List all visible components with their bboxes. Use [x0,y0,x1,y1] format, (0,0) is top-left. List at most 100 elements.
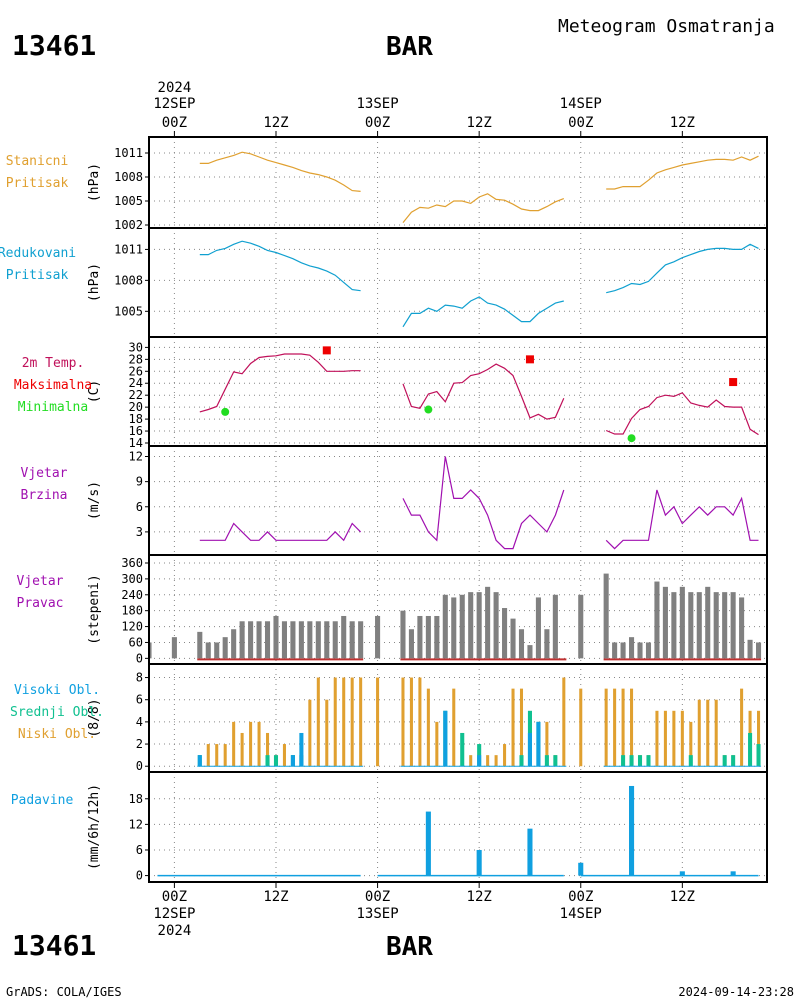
bottom-time-tick-label: 00Z [568,889,593,905]
wind-direction-bar [248,621,254,659]
cloud-bar [706,699,710,767]
top-time-tick-label: 00Z [162,115,187,131]
precip-bar [679,871,685,876]
footer-credit: GrADS: COLA/IGES [6,985,122,999]
panel-frame [148,336,768,447]
wind-direction-bar [654,581,660,659]
y-tick-label: 6 [136,693,143,707]
wind-direction-bar [298,621,304,659]
cloud-bar [697,699,701,767]
bottom-time-tick-label: 12Z [467,889,492,905]
panel-label: Pritisak [6,176,69,191]
cloud-bar [325,699,329,767]
y-tick-label: 1002 [114,218,143,232]
y-tick-label: 1011 [114,146,143,160]
wind-direction-bar [535,597,541,659]
panel-label: Srednji Obl. [10,705,104,720]
cloud-bar [257,721,261,767]
series-line [606,155,759,190]
wind-direction-bar [578,594,584,659]
y-tick-label: 20 [129,400,143,414]
bottom-date-label: 12SEP [153,906,195,922]
wind-direction-bar [324,621,330,659]
wind-direction-bar [459,594,465,659]
cloud-bar [265,755,270,767]
wind-direction-bar [264,621,271,659]
y-axis-title: (m/s) [87,481,102,520]
cloud-bar [621,755,626,767]
wind-direction-bar [281,621,287,659]
wind-direction-bar [485,586,491,659]
series-line [199,151,361,192]
panel-frame [148,136,768,229]
cloud-bar [469,755,473,767]
wind-direction-bar [671,592,677,659]
y-tick-label: 360 [121,556,143,570]
y-tick-label: 12 [129,817,143,831]
cloud-bar [757,710,761,767]
precip-bar [629,785,635,876]
series-line [606,243,759,294]
wind-direction-bar [739,597,745,659]
cloud-bar [273,755,279,767]
wind-direction-bar [273,615,279,659]
y-tick-label: 12 [129,450,143,464]
wind-direction-bar [468,592,474,659]
wind-direction-bar [205,642,211,659]
header-station-name: BAR [386,32,433,62]
bottom-time-tick-label: 00Z [162,889,187,905]
y-tick-label: 300 [121,572,143,586]
wind-direction-bar [510,618,516,659]
cloud-bar [223,744,227,767]
cloud-bar [621,688,625,767]
panel-label: Padavine [11,793,74,808]
cloud-bar [629,755,634,767]
cloud-bar [359,677,363,767]
wind-direction-bar [149,642,152,659]
y-tick-label: 6 [136,500,143,514]
y-tick-label: 6 [136,843,143,857]
cloud-bar [265,732,270,767]
cloud-bar [613,688,617,767]
y-axis-title: (hPa) [87,263,102,302]
cloud-bar [206,744,210,767]
wind-direction-bar [713,592,719,659]
max-temp-marker [322,346,331,355]
top-date-label: 13SEP [356,96,398,112]
cloud-bar [714,699,718,767]
y-tick-label: 1008 [114,170,143,184]
wind-direction-bar [341,615,347,659]
wind-direction-bar [425,615,431,659]
wind-direction-bar [722,592,728,659]
cloud-bar [604,688,608,767]
cloud-bar [350,677,354,767]
cloud-bar [477,755,482,767]
y-tick-label: 16 [129,424,143,438]
cloud-bar [477,744,482,767]
panel-frame [148,771,768,883]
wind-direction-bar [544,629,550,659]
y-tick-label: 3 [136,525,143,539]
y-tick-label: 14 [129,436,143,450]
wind-direction-bar [400,610,406,659]
wind-direction-bar [197,631,203,659]
bottom-time-tick-label: 12Z [670,889,695,905]
cloud-bar [519,688,524,767]
y-tick-label: 9 [136,475,143,489]
wind-direction-bar [408,629,414,659]
y-tick-label: 22 [129,388,143,402]
cloud-bar [494,755,498,767]
wind-direction-bar [442,594,448,659]
header-subtitle: Meteogram Osmatranja [558,16,775,37]
cloud-bar [579,688,583,767]
wind-direction-bar [476,592,482,659]
cloud-bar [536,721,541,767]
cloud-bar [503,744,507,767]
panel-label: Maksimalna [14,378,92,393]
wind-direction-bar [679,586,685,659]
top-date-label: 14SEP [560,96,602,112]
cloud-bar [418,677,422,767]
cloud-bar [545,721,549,767]
wind-direction-bar [755,642,762,659]
cloud-bar [443,710,448,767]
